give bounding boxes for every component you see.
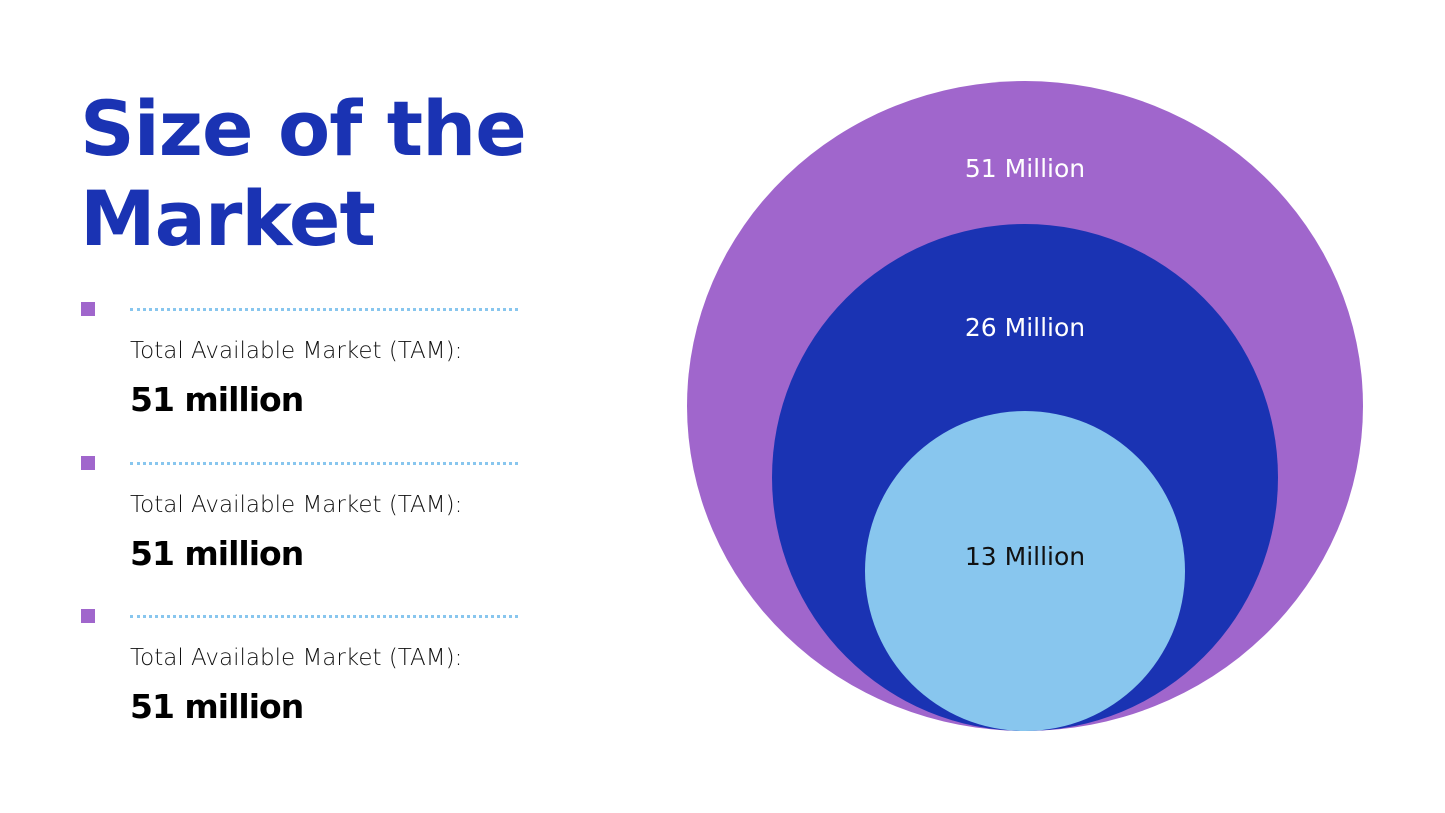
circle-label: 13 Million xyxy=(965,542,1085,571)
circle-label: 51 Million xyxy=(965,154,1085,183)
bullet xyxy=(81,302,95,316)
bullet xyxy=(81,456,95,470)
circle-label: 26 Million xyxy=(965,313,1085,342)
divider xyxy=(130,615,518,618)
slide-title: Size of the Market xyxy=(80,84,527,263)
item-label: Total Available Market (TAM): xyxy=(130,492,463,518)
inner-circle xyxy=(865,411,1185,731)
item-value: 51 million xyxy=(130,534,304,573)
item-label: Total Available Market (TAM): xyxy=(130,645,463,671)
divider xyxy=(130,462,518,465)
market-item: Total Available Market (TAM): 51 million xyxy=(81,456,521,606)
item-label: Total Available Market (TAM): xyxy=(130,338,463,364)
market-item: Total Available Market (TAM): 51 million xyxy=(81,609,521,759)
item-value: 51 million xyxy=(130,380,304,419)
item-value: 51 million xyxy=(130,687,304,726)
bullet xyxy=(81,609,95,623)
market-item: Total Available Market (TAM): 51 million xyxy=(81,302,521,452)
divider xyxy=(130,308,518,311)
